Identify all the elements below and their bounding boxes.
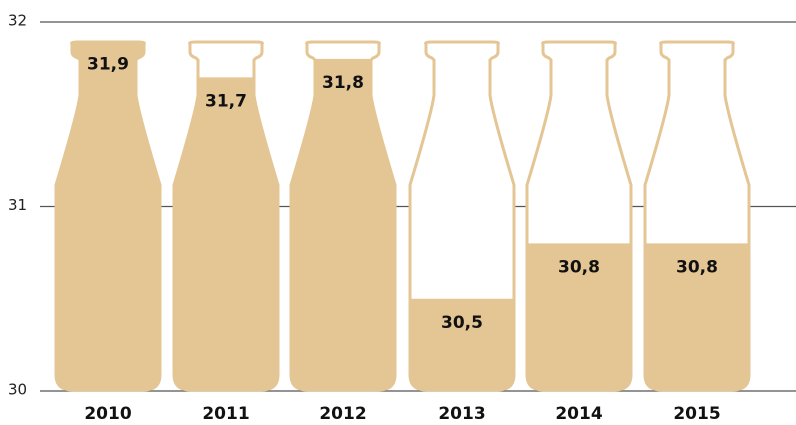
value-label: 30,8 (558, 257, 600, 277)
value-label: 31,7 (205, 91, 247, 111)
x-tick-label: 2010 (84, 404, 131, 424)
y-tick-label: 31 (8, 196, 27, 214)
bar (527, 243, 631, 390)
bar (291, 58, 395, 390)
y-tick-label: 30 (8, 381, 27, 399)
x-tick-label: 2014 (555, 404, 602, 424)
value-label: 30,8 (676, 257, 718, 277)
value-label: 30,5 (441, 313, 483, 333)
bar (56, 42, 160, 390)
x-tick-label: 2011 (202, 404, 249, 424)
value-label: 31,9 (87, 54, 129, 74)
y-tick-label: 32 (8, 12, 27, 30)
bar (174, 77, 278, 390)
x-tick-label: 2015 (673, 404, 720, 424)
bar (645, 243, 749, 390)
value-label: 31,8 (322, 73, 364, 93)
x-tick-label: 2012 (319, 404, 366, 424)
x-tick-label: 2013 (438, 404, 485, 424)
bar (410, 298, 514, 390)
